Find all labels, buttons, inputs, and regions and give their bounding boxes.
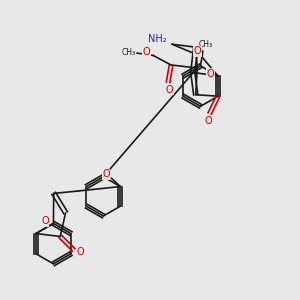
Text: O: O bbox=[166, 85, 173, 95]
Text: NH₂: NH₂ bbox=[148, 34, 167, 44]
Text: CH₃: CH₃ bbox=[198, 40, 212, 49]
Text: O: O bbox=[204, 116, 212, 126]
Text: O: O bbox=[143, 47, 151, 57]
Text: O: O bbox=[207, 69, 214, 79]
Text: O: O bbox=[76, 247, 84, 257]
Text: CH₃: CH₃ bbox=[122, 48, 136, 57]
Text: O: O bbox=[102, 169, 110, 179]
Text: O: O bbox=[41, 216, 49, 226]
Text: O: O bbox=[194, 46, 201, 56]
